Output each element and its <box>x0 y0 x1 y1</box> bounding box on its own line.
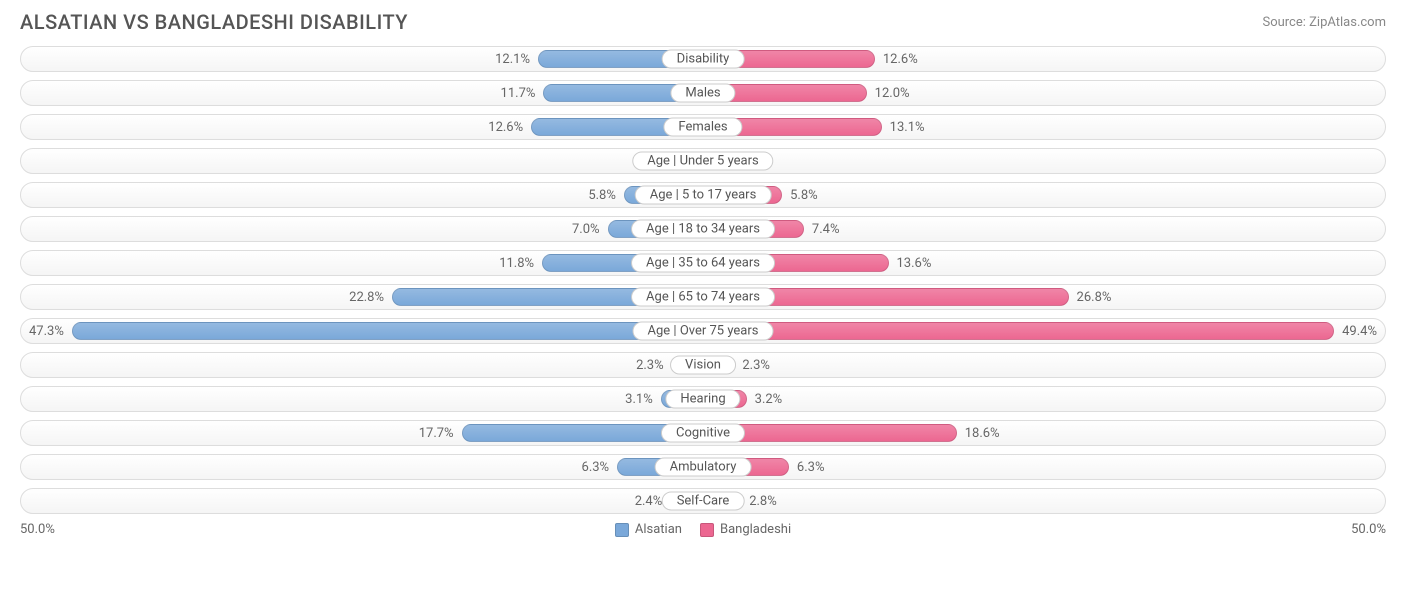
bar-row: 3.1% 3.2% Hearing <box>20 386 1386 412</box>
category-label: Age | 18 to 34 years <box>631 220 775 239</box>
bar-half-left: 11.7% <box>21 84 703 102</box>
chart-title: ALSATIAN VS BANGLADESHI DISABILITY <box>20 10 408 34</box>
value-label-left: 11.7% <box>493 86 544 101</box>
value-label-right: 26.8% <box>1069 290 1120 305</box>
bar-half-left: 2.3% <box>21 356 703 374</box>
bar-half-right: 2.8% <box>703 492 1385 510</box>
value-label-left: 5.8% <box>580 188 624 203</box>
bar-row: 22.8% 26.8% Age | 65 to 74 years <box>20 284 1386 310</box>
value-label-right: 13.1% <box>882 120 933 135</box>
chart-source: Source: ZipAtlas.com <box>1262 15 1386 30</box>
diverging-bar-chart: 12.1% 12.6% Disability 11.7% 12.0% Males 12.6%… <box>20 46 1386 514</box>
axis-left-label: 50.0% <box>20 522 55 537</box>
legend-swatch-icon <box>615 523 629 537</box>
bar-half-right: 13.1% <box>703 118 1385 136</box>
legend-label-left: Alsatian <box>635 522 682 537</box>
value-label-right: 12.0% <box>867 86 918 101</box>
bar-half-right: 12.0% <box>703 84 1385 102</box>
bar-half-right: 5.8% <box>703 186 1385 204</box>
value-label-right: 12.6% <box>875 52 926 67</box>
value-label-right: 2.3% <box>734 358 778 373</box>
value-label-right: 3.2% <box>747 392 791 407</box>
category-label: Self-Care <box>662 492 745 511</box>
bar-row: 5.8% 5.8% Age | 5 to 17 years <box>20 182 1386 208</box>
category-label: Age | Under 5 years <box>632 152 773 171</box>
bar-half-left: 1.2% <box>21 152 703 170</box>
value-label-left: 3.1% <box>617 392 661 407</box>
bar-half-right: 7.4% <box>703 220 1385 238</box>
bar-half-right: 2.3% <box>703 356 1385 374</box>
bar-row: 6.3% 6.3% Ambulatory <box>20 454 1386 480</box>
bar-row: 11.8% 13.6% Age | 35 to 64 years <box>20 250 1386 276</box>
value-label-right: 5.8% <box>782 188 826 203</box>
bar-row: 17.7% 18.6% Cognitive <box>20 420 1386 446</box>
category-label: Hearing <box>665 390 740 409</box>
category-label: Age | 65 to 74 years <box>631 288 775 307</box>
bar-half-right: 26.8% <box>703 288 1385 306</box>
value-label-right: 2.8% <box>741 494 785 509</box>
value-label-left: 12.6% <box>480 120 531 135</box>
category-label: Age | 5 to 17 years <box>635 186 772 205</box>
legend-label-right: Bangladeshi <box>720 522 791 537</box>
value-label-left: 11.8% <box>491 256 542 271</box>
value-label-left: 17.7% <box>411 426 462 441</box>
bar-half-left: 47.3% <box>21 322 703 340</box>
bar-half-right: 1.3% <box>703 152 1385 170</box>
bar-right <box>703 322 1334 340</box>
category-label: Cognitive <box>661 424 745 443</box>
category-label: Ambulatory <box>655 458 752 477</box>
category-label: Vision <box>670 356 736 375</box>
value-label-left: 47.3% <box>21 324 72 339</box>
bar-row: 12.1% 12.6% Disability <box>20 46 1386 72</box>
bar-half-right: 6.3% <box>703 458 1385 476</box>
category-label: Males <box>670 84 735 103</box>
bar-row: 12.6% 13.1% Females <box>20 114 1386 140</box>
bar-half-left: 22.8% <box>21 288 703 306</box>
bar-half-left: 11.8% <box>21 254 703 272</box>
bar-half-left: 2.4% <box>21 492 703 510</box>
bar-left <box>72 322 703 340</box>
legend-item-right: Bangladeshi <box>700 522 791 537</box>
bar-row: 2.3% 2.3%Vision <box>20 352 1386 378</box>
category-label: Disability <box>662 50 745 69</box>
value-label-right: 18.6% <box>957 426 1008 441</box>
value-label-left: 6.3% <box>574 460 618 475</box>
value-label-left: 2.3% <box>628 358 672 373</box>
bar-half-left: 17.7% <box>21 424 703 442</box>
legend-swatch-icon <box>700 523 714 537</box>
bar-half-right: 3.2% <box>703 390 1385 408</box>
value-label-left: 12.1% <box>487 52 538 67</box>
value-label-right: 49.4% <box>1334 324 1385 339</box>
bar-half-left: 6.3% <box>21 458 703 476</box>
value-label-left: 22.8% <box>341 290 392 305</box>
axis-right-label: 50.0% <box>1351 522 1386 537</box>
bar-row: 2.4% 2.8%Self-Care <box>20 488 1386 514</box>
chart-footer: 50.0% Alsatian Bangladeshi 50.0% <box>20 522 1386 537</box>
bar-half-left: 12.1% <box>21 50 703 68</box>
bar-row: 1.2%1.3%Age | Under 5 years <box>20 148 1386 174</box>
value-label-right: 13.6% <box>889 256 940 271</box>
chart-header: ALSATIAN VS BANGLADESHI DISABILITY Sourc… <box>20 10 1386 34</box>
bar-half-left: 3.1% <box>21 390 703 408</box>
legend: Alsatian Bangladeshi <box>615 522 791 537</box>
bar-row: 11.7% 12.0% Males <box>20 80 1386 106</box>
bar-half-right: 13.6% <box>703 254 1385 272</box>
value-label-right: 6.3% <box>789 460 833 475</box>
bar-row: 7.0% 7.4% Age | 18 to 34 years <box>20 216 1386 242</box>
category-label: Age | 35 to 64 years <box>631 254 775 273</box>
bar-half-left: 12.6% <box>21 118 703 136</box>
category-label: Age | Over 75 years <box>633 322 774 341</box>
legend-item-left: Alsatian <box>615 522 682 537</box>
category-label: Females <box>663 118 742 137</box>
bar-half-right: 12.6% <box>703 50 1385 68</box>
value-label-left: 7.0% <box>564 222 608 237</box>
bar-half-left: 7.0% <box>21 220 703 238</box>
bar-half-right: 49.4% <box>703 322 1385 340</box>
bar-half-left: 5.8% <box>21 186 703 204</box>
value-label-right: 7.4% <box>804 222 848 237</box>
bar-half-right: 18.6% <box>703 424 1385 442</box>
bar-row: 47.3% 49.4% Age | Over 75 years <box>20 318 1386 344</box>
